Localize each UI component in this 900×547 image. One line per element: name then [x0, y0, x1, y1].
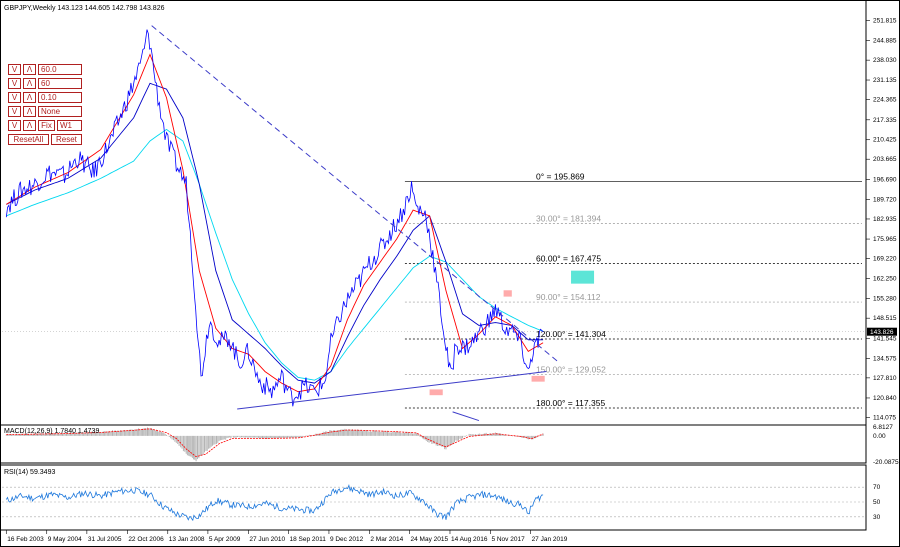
step-field[interactable]: 0.10 — [38, 92, 82, 103]
control-row: V Λ 60 — [8, 78, 82, 89]
highlight-box — [531, 375, 545, 382]
fib-level-label: 30.00° = 181.394 — [536, 213, 601, 223]
y-tick-label: 169.220 — [873, 256, 897, 263]
y-tick-label: 231.135 — [873, 77, 897, 84]
increase-button[interactable]: Λ — [23, 92, 36, 103]
trendline — [151, 25, 560, 364]
increase-button[interactable]: Λ — [23, 120, 36, 131]
indicator-control-panel: V Λ 60.0 V Λ 60 V Λ 0.10 V Λ None V Λ Fi… — [8, 64, 82, 148]
macd-y-tick-label: 0.00 — [873, 433, 886, 440]
x-tick-label: 5 Nov 2017 — [491, 536, 525, 543]
price-line — [5, 29, 544, 407]
control-row: ResetAll Reset — [8, 134, 82, 145]
macd-y-tick-label: -20.0875 — [873, 459, 899, 466]
y-tick-label: 175.965 — [873, 236, 897, 243]
ma_slow-line — [6, 128, 544, 381]
y-tick-label: 210.425 — [873, 137, 897, 144]
timeframe-field[interactable]: W1 — [57, 120, 82, 131]
decrease-button[interactable]: V — [8, 64, 21, 75]
main-panel-frame — [0, 0, 867, 426]
decrease-button[interactable]: V — [8, 106, 21, 117]
x-tick-label: 13 Jan 2008 — [169, 536, 205, 543]
decrease-button[interactable]: V — [8, 92, 21, 103]
macd-signal-line — [6, 428, 544, 458]
ma_fast-line — [6, 53, 544, 393]
fib-level-label: 120.00° = 141.304 — [536, 329, 606, 339]
highlight-box — [503, 290, 512, 297]
control-row: V Λ 60.0 — [8, 64, 82, 75]
fib-level-label: 180.00° = 117.355 — [536, 398, 605, 408]
control-row: V Λ None — [8, 106, 82, 117]
last-price-box — [867, 327, 897, 336]
y-tick-label: 189.720 — [873, 196, 897, 203]
rsi-y-tick-label: 70 — [873, 484, 881, 491]
x-tick-label: 18 Sep 2011 — [289, 536, 326, 543]
y-tick-label: 203.665 — [873, 156, 897, 163]
y-tick-label: 196.690 — [873, 176, 897, 183]
rsi-y-tick-label: 30 — [873, 514, 881, 521]
x-tick-label: 16 Feb 2003 — [7, 536, 44, 543]
macd-title: MACD(12,26,9) 1.7840 1.4739 — [4, 428, 99, 435]
x-tick-label: 9 May 2004 — [48, 536, 82, 543]
fib-level-label: 0° = 195.869 — [536, 172, 585, 182]
highlight-box — [429, 389, 443, 396]
period-field[interactable]: 60 — [38, 78, 82, 89]
fib-level-label: 150.00° = 129.052 — [536, 364, 606, 374]
x-tick-label: 2 Mar 2014 — [370, 536, 403, 543]
fib-level-label: 60.00° = 167.475 — [536, 254, 601, 264]
y-tick-label: 134.575 — [873, 355, 897, 362]
mode-field[interactable]: None — [38, 106, 82, 117]
macd-panel-frame — [0, 424, 867, 464]
y-tick-label: 162.250 — [873, 276, 897, 283]
rsi-y-tick-label: 50 — [873, 499, 881, 506]
y-tick-label: 155.280 — [873, 296, 897, 303]
rsi-line — [5, 484, 544, 522]
x-tick-label: 14 Aug 2016 — [451, 536, 488, 543]
rsi-panel-frame — [0, 464, 867, 531]
x-tick-label: 9 Dec 2012 — [330, 536, 364, 543]
increase-button[interactable]: Λ — [23, 78, 36, 89]
y-tick-label: 114.075 — [873, 414, 896, 421]
y-tick-label: 224.365 — [873, 97, 897, 104]
chart-header: GBPJPY,Weekly 143.123 144.605 142.798 14… — [4, 5, 165, 12]
last-price-label: 143.826 — [870, 329, 894, 336]
reset-button[interactable]: Reset — [50, 134, 82, 145]
x-tick-label: 24 May 2015 — [411, 536, 449, 543]
decrease-button[interactable]: V — [8, 120, 21, 131]
y-tick-label: 127.810 — [873, 375, 897, 382]
trendline — [237, 371, 547, 410]
y-tick-label: 238.030 — [873, 57, 897, 64]
macd-y-tick-label: 6.8127 — [873, 424, 893, 431]
x-tick-label: 27 Jan 2019 — [532, 536, 568, 543]
x-tick-label: 5 Apr 2009 — [209, 536, 241, 543]
y-tick-label: 182.935 — [873, 216, 897, 223]
y-tick-label: 120.840 — [873, 395, 897, 402]
increase-button[interactable]: Λ — [23, 64, 36, 75]
angle-field[interactable]: 60.0 — [38, 64, 82, 75]
y-tick-label: 141.545 — [873, 335, 897, 342]
y-tick-label: 148.515 — [873, 315, 897, 322]
reset-all-button[interactable]: ResetAll — [8, 134, 49, 145]
x-tick-label: 22 Oct 2006 — [128, 536, 164, 543]
control-row: V Λ 0.10 — [8, 92, 82, 103]
rsi-title: RSI(14) 59.3493 — [4, 469, 55, 476]
x-tick-label: 31 Jul 2005 — [88, 536, 122, 543]
y-tick-label: 251.815 — [873, 17, 897, 24]
fix-button[interactable]: Fix — [38, 120, 55, 131]
x-tick-label: 27 Jun 2010 — [249, 536, 285, 543]
increase-button[interactable]: Λ — [23, 106, 36, 117]
control-row: V Λ Fix W1 — [8, 120, 82, 131]
fib-level-label: 90.00° = 154.112 — [536, 292, 601, 302]
trendline — [452, 411, 480, 422]
ma_mid-line — [6, 82, 544, 384]
y-tick-label: 217.335 — [873, 117, 897, 124]
y-tick-label: 244.885 — [873, 37, 897, 44]
target-zone — [571, 270, 595, 284]
decrease-button[interactable]: V — [8, 78, 21, 89]
